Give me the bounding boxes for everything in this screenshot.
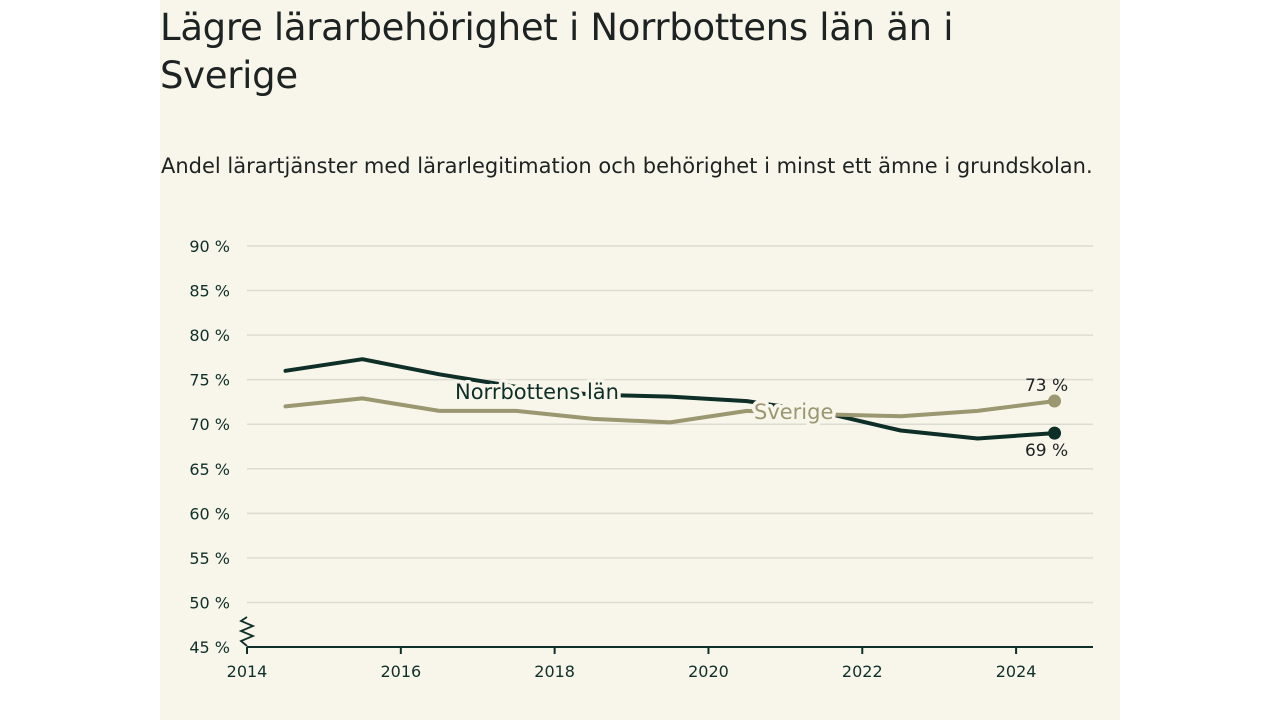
series-line-sverige xyxy=(283,396,1057,425)
y-axis-ticks: 45 % 50 % 55 % 60 % 65 % 70 % 75 % 80 % 85 % 90 % xyxy=(189,237,230,657)
x-tick-label: 2018 xyxy=(534,662,575,681)
series-lines xyxy=(283,357,1062,441)
series-labels: 69 % 73 % Norrbottens län Sverige xyxy=(452,376,1069,461)
x-tick-label: 2024 xyxy=(996,662,1037,681)
y-tick-label: 70 % xyxy=(189,415,230,434)
y-tick-label: 75 % xyxy=(189,371,230,390)
x-tick-label: 2016 xyxy=(380,662,421,681)
y-tick-label: 65 % xyxy=(189,460,230,479)
y-tick-label: 55 % xyxy=(189,549,230,568)
axis-break-icon xyxy=(238,616,256,647)
chart-subtitle: Andel lärartjänster med lärarlegitimatio… xyxy=(161,154,1093,178)
end-value-label: 73 % xyxy=(1025,376,1068,396)
series-label-norrbotten: Norrbottens län xyxy=(455,380,619,404)
series-end-point xyxy=(1048,394,1062,408)
end-value-label: 69 % xyxy=(1025,441,1068,461)
x-axis: 2014 2016 2018 2020 2022 2024 xyxy=(227,616,1093,681)
series-line-norrbotten xyxy=(283,357,1057,441)
x-tick-label: 2022 xyxy=(842,662,883,681)
series-end-point xyxy=(1048,426,1062,440)
y-tick-label: 60 % xyxy=(189,504,230,523)
x-tick-label: 2020 xyxy=(688,662,729,681)
chart-title: Lägre lärarbehörighet i Norrbottens län … xyxy=(160,6,954,97)
chart-panel xyxy=(160,0,1120,720)
series-label-sverige: Sverige xyxy=(754,400,833,424)
x-tick-label: 2014 xyxy=(227,662,268,681)
y-tick-label: 90 % xyxy=(189,237,230,256)
y-tick-label: 80 % xyxy=(189,326,230,345)
y-tick-label: 85 % xyxy=(189,282,230,301)
y-tick-label: 50 % xyxy=(189,593,230,612)
y-tick-label: 45 % xyxy=(189,638,230,657)
